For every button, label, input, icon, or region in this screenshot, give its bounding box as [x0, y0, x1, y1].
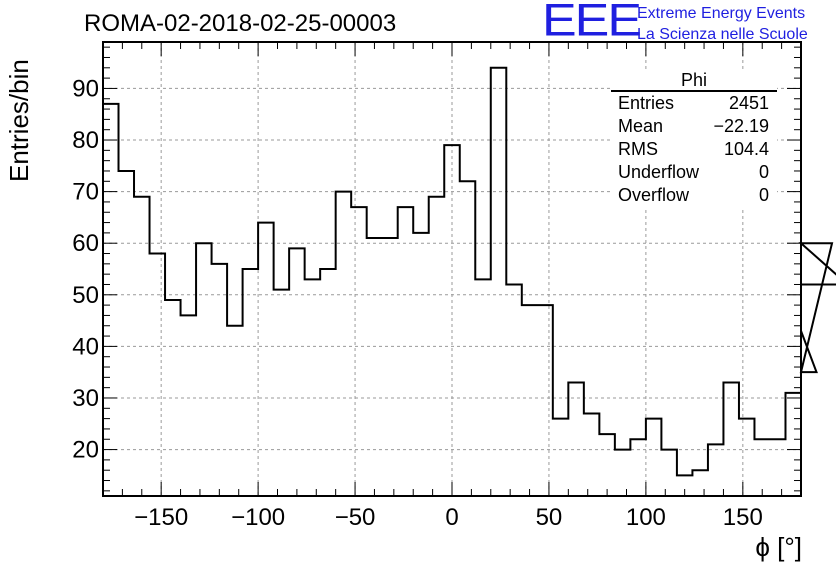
y-tick-label: 80 — [72, 127, 99, 154]
stats-value: 2451 — [728, 93, 769, 113]
x-tick-label: 50 — [536, 504, 563, 531]
logo-text: Extreme Energy Events La Scienza nelle S… — [637, 3, 808, 45]
logo-line-1: Extreme Energy Events — [637, 5, 806, 22]
histogram-bin — [522, 305, 538, 496]
histogram-bin — [196, 243, 212, 496]
histogram-bin — [305, 279, 321, 496]
histogram-bin — [491, 68, 507, 496]
stats-row-mean: Mean −22.19 — [611, 115, 777, 138]
logo-line-2: La Scienza nelle Scuole — [637, 26, 808, 43]
y-axis-label: Entries/bin — [4, 59, 34, 182]
histogram-bin — [444, 145, 460, 496]
histogram-bin — [630, 439, 646, 496]
histogram-bin — [413, 233, 429, 496]
y-tick-label: 60 — [72, 230, 99, 257]
y-tick-label: 50 — [72, 282, 99, 309]
histogram-bin — [181, 315, 197, 496]
histogram-bin — [119, 171, 135, 496]
stats-title: Phi — [611, 70, 777, 92]
eee-logo: EEE — [542, 0, 642, 47]
stats-value: 0 — [758, 185, 769, 205]
histogram-bin — [661, 450, 677, 496]
histogram-bin — [289, 248, 305, 496]
histogram-bin — [336, 192, 352, 496]
histogram-bin — [692, 470, 708, 496]
histogram-bin — [553, 419, 569, 496]
x-tick-label: 150 — [723, 504, 763, 531]
stats-label: Underflow — [618, 162, 700, 182]
stats-label: RMS — [618, 139, 658, 159]
x-tick-label: 100 — [626, 504, 666, 531]
histogram-bin — [537, 305, 553, 496]
histogram-bin — [367, 238, 383, 496]
histogram-bin — [754, 439, 770, 496]
stats-value: −22.19 — [713, 116, 769, 136]
y-tick-label: 20 — [72, 437, 99, 464]
histogram-bin — [723, 383, 739, 497]
x-tick-label: −150 — [134, 504, 188, 531]
histogram-bin — [708, 444, 724, 496]
histogram-bin — [351, 207, 367, 496]
stats-label: Entries — [618, 93, 675, 113]
stats-row-underflow: Underflow 0 — [611, 161, 777, 184]
histogram-bin — [212, 264, 228, 496]
histogram-bin — [134, 197, 150, 496]
histogram-bin — [677, 475, 693, 496]
stats-label: Mean — [618, 116, 664, 136]
stats-row-entries: Entries 2451 — [611, 92, 777, 115]
histogram-bin — [785, 393, 801, 496]
x-axis-label: ϕ [°] — [755, 532, 802, 562]
histogram-bin — [103, 104, 119, 496]
histogram-bin — [150, 254, 166, 496]
histogram-bin — [243, 269, 259, 496]
x-tick-label: −50 — [335, 504, 376, 531]
stats-value: 104.4 — [723, 139, 769, 159]
histogram-bin — [165, 300, 181, 496]
stats-row-overflow: Overflow 0 — [611, 184, 777, 207]
histogram-bin — [274, 290, 290, 496]
histogram-bin — [599, 434, 615, 496]
x-tick-label: −100 — [231, 504, 285, 531]
stats-label: Overflow — [618, 185, 690, 205]
chart-title: ROMA-02-2018-02-25-00003 — [84, 10, 397, 37]
histogram-bin — [506, 284, 522, 496]
histogram-bin — [227, 326, 243, 496]
histogram-bin — [615, 450, 631, 496]
histogram-bin — [568, 383, 584, 497]
histogram-bin — [382, 238, 398, 496]
stats-value: 0 — [758, 162, 769, 182]
histogram-line — [103, 66, 836, 477]
histogram-bin — [429, 197, 445, 496]
histogram-bin — [258, 223, 274, 496]
y-tick-label: 40 — [72, 333, 99, 360]
y-tick-label: 30 — [72, 385, 99, 412]
x-tick-label: 0 — [445, 504, 458, 531]
stats-box: Phi Entries 2451 Mean −22.19 RMS 104.4 U… — [611, 70, 777, 207]
y-tick-label: 70 — [72, 179, 99, 206]
histogram-bin — [460, 181, 476, 496]
histogram-bin — [320, 269, 336, 496]
histogram-bin — [398, 207, 414, 496]
histogram-bin — [475, 279, 491, 496]
y-tick-label: 90 — [72, 75, 99, 102]
stats-row-rms: RMS 104.4 — [611, 138, 777, 161]
plot-frame — [102, 41, 802, 497]
histogram-bin — [646, 419, 662, 496]
histogram-bin — [739, 419, 755, 496]
histogram-bin — [584, 413, 600, 496]
histogram-bin — [770, 439, 786, 496]
